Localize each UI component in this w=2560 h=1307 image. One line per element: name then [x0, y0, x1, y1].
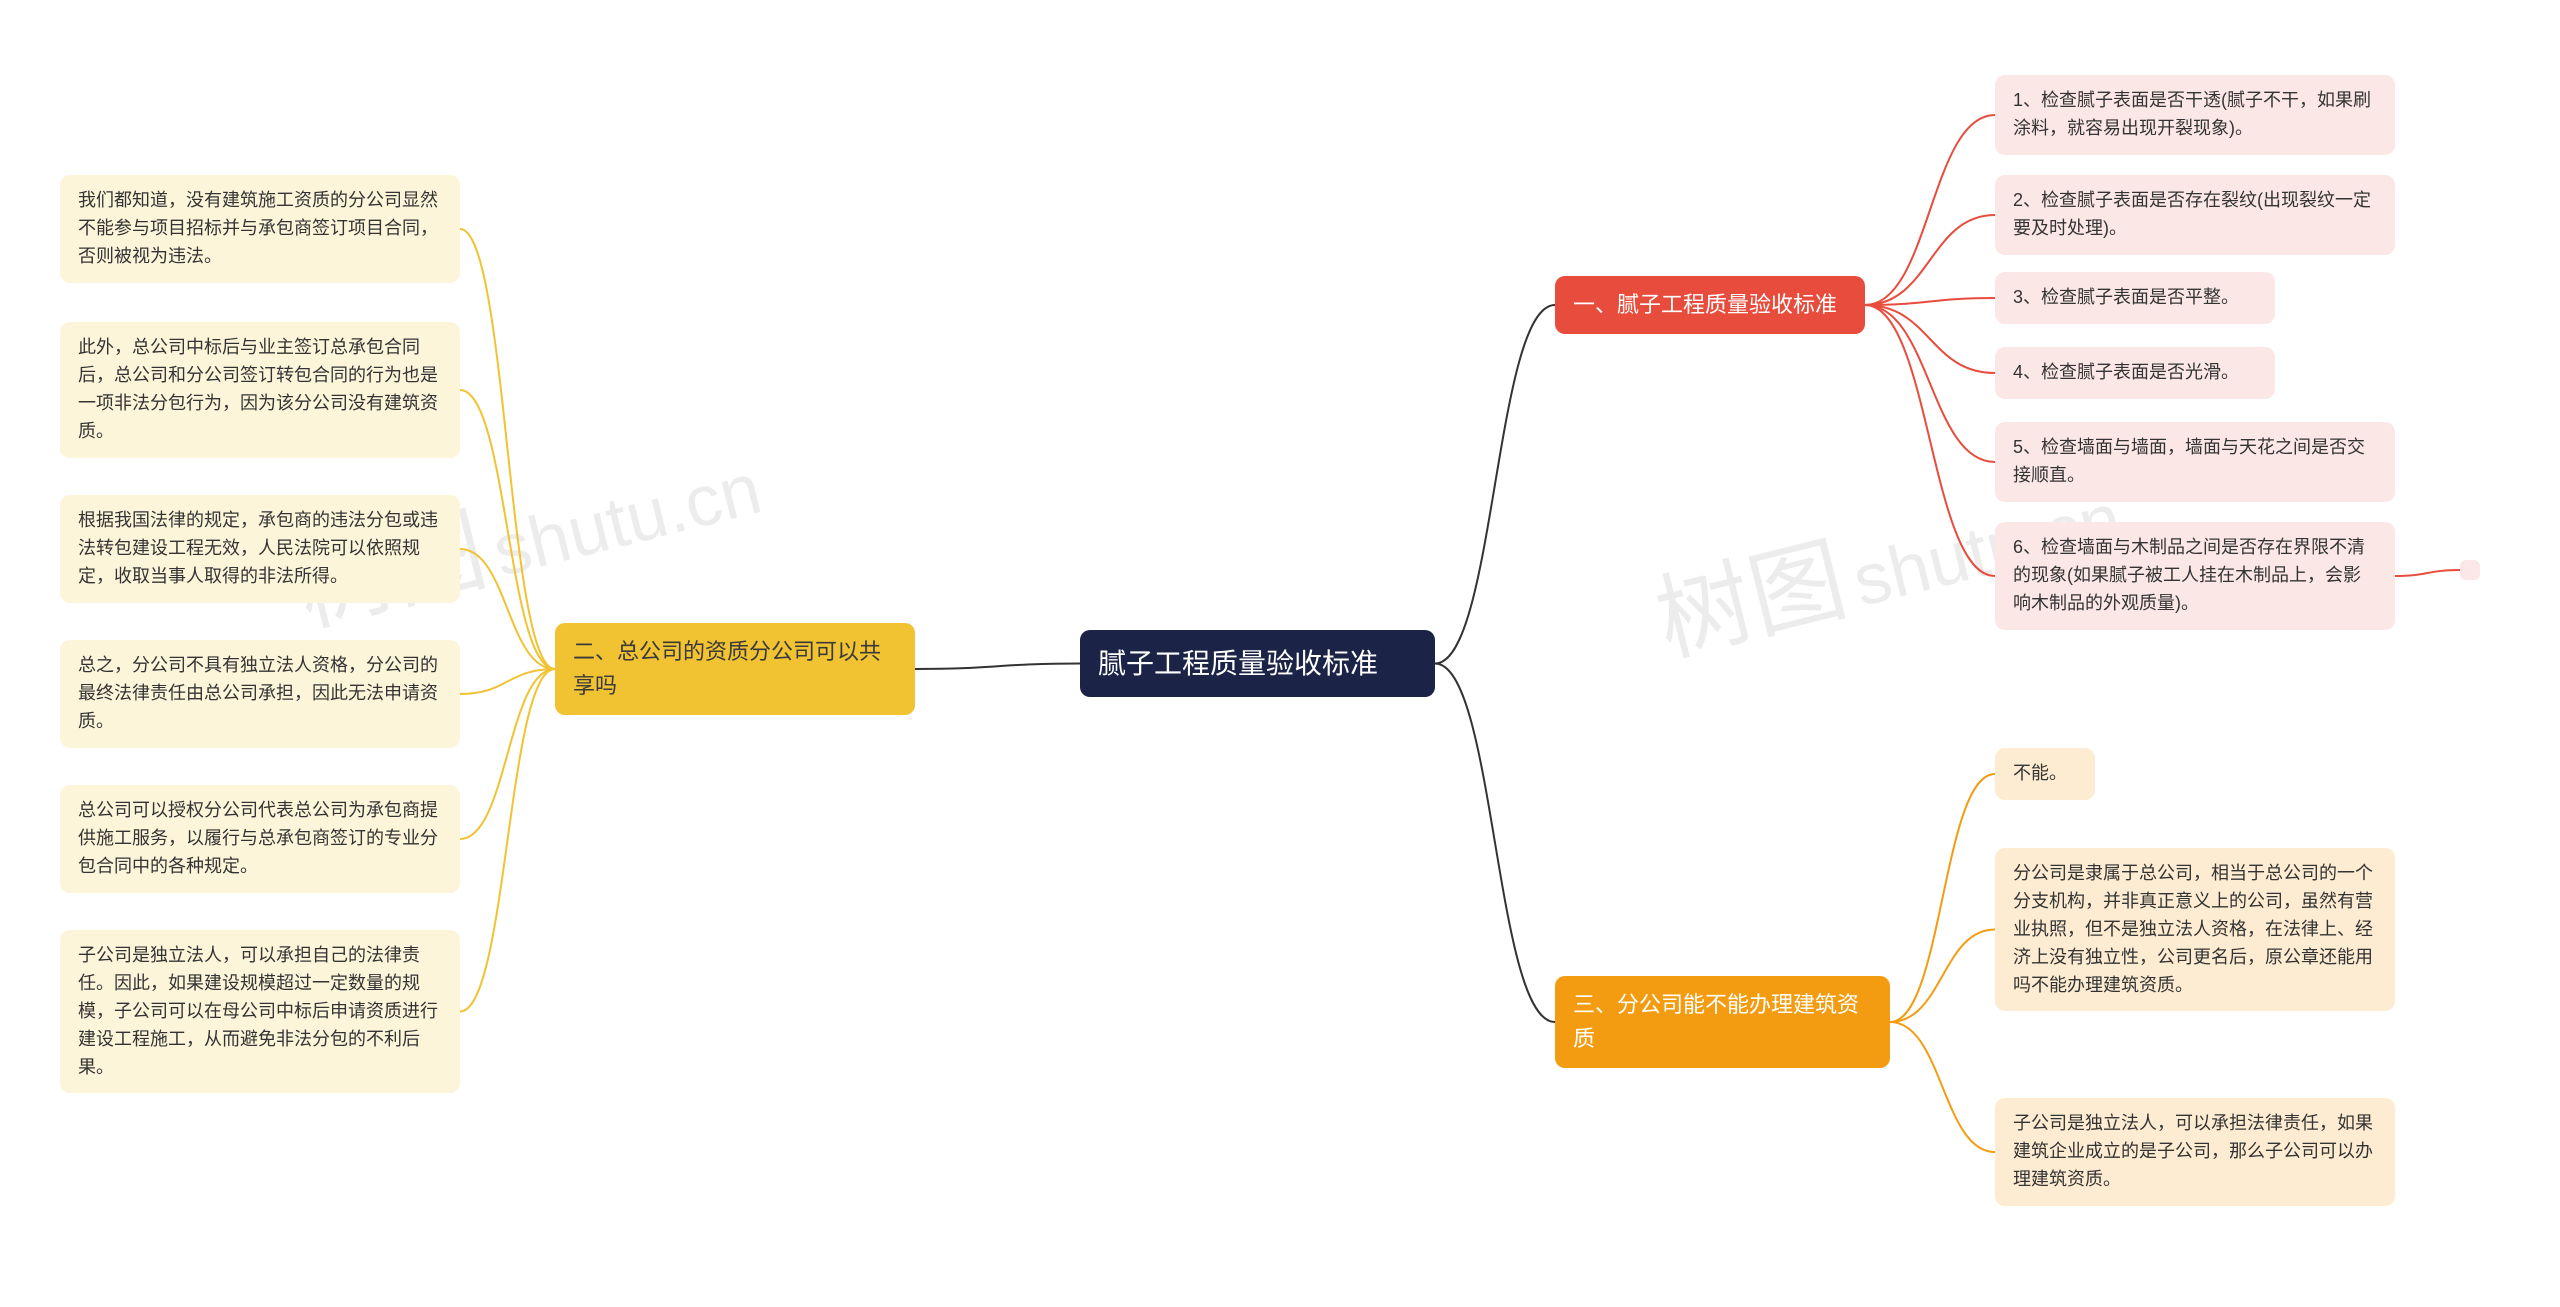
b1-leaf-6-text: 6、检查墙面与木制品之间是否存在界限不清的现象(如果腻子被工人挂在木制品上，会影… — [2013, 537, 2365, 613]
b2-leaf-2-text: 此外，总公司中标后与业主签订总承包合同后，总公司和分公司签订转包合同的行为也是一… — [78, 337, 438, 441]
b2-leaf-6-text: 子公司是独立法人，可以承担自己的法律责任。因此，如果建设规模超过一定数量的规模，… — [78, 945, 438, 1077]
b1-leaf-5-text: 5、检查墙面与墙面，墙面与天花之间是否交接顺直。 — [2013, 437, 2365, 485]
b1-leaf-6: 6、检查墙面与木制品之间是否存在界限不清的现象(如果腻子被工人挂在木制品上，会影… — [1995, 522, 2395, 630]
b2-leaf-1: 我们都知道，没有建筑施工资质的分公司显然不能参与项目招标并与承包商签订项目合同，… — [60, 175, 460, 283]
root-node: 腻子工程质量验收标准 — [1080, 630, 1435, 697]
b1-leaf-2: 2、检查腻子表面是否存在裂纹(出现裂纹一定要及时处理)。 — [1995, 175, 2395, 255]
b2-leaf-2: 此外，总公司中标后与业主签订总承包合同后，总公司和分公司签订转包合同的行为也是一… — [60, 322, 460, 458]
branch-3: 三、分公司能不能办理建筑资质 — [1555, 976, 1890, 1068]
b2-leaf-4: 总之，分公司不具有独立法人资格，分公司的最终法律责任由总公司承担，因此无法申请资… — [60, 640, 460, 748]
b1-leaf-5: 5、检查墙面与墙面，墙面与天花之间是否交接顺直。 — [1995, 422, 2395, 502]
watermark-b: shutu.cn — [485, 449, 768, 592]
b1-leaf-3-text: 3、检查腻子表面是否平整。 — [2013, 287, 2239, 307]
b1-leaf-4: 4、检查腻子表面是否光滑。 — [1995, 347, 2275, 399]
b3-leaf-3: 子公司是独立法人，可以承担法律责任，如果建筑企业成立的是子公司，那么子公司可以办… — [1995, 1098, 2395, 1206]
root-node-label: 腻子工程质量验收标准 — [1098, 648, 1378, 679]
tail-marker — [2460, 560, 2480, 580]
b3-leaf-3-text: 子公司是独立法人，可以承担法律责任，如果建筑企业成立的是子公司，那么子公司可以办… — [2013, 1113, 2373, 1189]
b1-leaf-1: 1、检查腻子表面是否干透(腻子不干，如果刷涂料，就容易出现开裂现象)。 — [1995, 75, 2395, 155]
b3-leaf-1: 不能。 — [1995, 748, 2095, 800]
branch-1: 一、腻子工程质量验收标准 — [1555, 276, 1865, 334]
b1-leaf-3: 3、检查腻子表面是否平整。 — [1995, 272, 2275, 324]
b2-leaf-6: 子公司是独立法人，可以承担自己的法律责任。因此，如果建设规模超过一定数量的规模，… — [60, 930, 460, 1093]
b2-leaf-3-text: 根据我国法律的规定，承包商的违法分包或违法转包建设工程无效，人民法院可以依照规定… — [78, 510, 438, 586]
b1-leaf-4-text: 4、检查腻子表面是否光滑。 — [2013, 362, 2239, 382]
b3-leaf-2-text: 分公司是隶属于总公司，相当于总公司的一个分支机构，并非真正意义上的公司，虽然有营… — [2013, 863, 2373, 995]
b1-leaf-1-text: 1、检查腻子表面是否干透(腻子不干，如果刷涂料，就容易出现开裂现象)。 — [2013, 90, 2371, 138]
branch-3-label: 三、分公司能不能办理建筑资质 — [1573, 992, 1859, 1051]
watermark-a: 树图 — [1646, 526, 1856, 675]
branch-2-label: 二、总公司的资质分公司可以共享吗 — [573, 639, 881, 698]
b2-leaf-4-text: 总之，分公司不具有独立法人资格，分公司的最终法律责任由总公司承担，因此无法申请资… — [78, 655, 438, 731]
branch-2: 二、总公司的资质分公司可以共享吗 — [555, 623, 915, 715]
b2-leaf-5-text: 总公司可以授权分公司代表总公司为承包商提供施工服务，以履行与总承包商签订的专业分… — [78, 800, 438, 876]
b3-leaf-2: 分公司是隶属于总公司，相当于总公司的一个分支机构，并非真正意义上的公司，虽然有营… — [1995, 848, 2395, 1011]
b2-leaf-1-text: 我们都知道，没有建筑施工资质的分公司显然不能参与项目招标并与承包商签订项目合同，… — [78, 190, 438, 266]
b3-leaf-1-text: 不能。 — [2013, 763, 2067, 783]
b2-leaf-5: 总公司可以授权分公司代表总公司为承包商提供施工服务，以履行与总承包商签订的专业分… — [60, 785, 460, 893]
b2-leaf-3: 根据我国法律的规定，承包商的违法分包或违法转包建设工程无效，人民法院可以依照规定… — [60, 495, 460, 603]
b1-leaf-2-text: 2、检查腻子表面是否存在裂纹(出现裂纹一定要及时处理)。 — [2013, 190, 2371, 238]
branch-1-label: 一、腻子工程质量验收标准 — [1573, 292, 1837, 317]
